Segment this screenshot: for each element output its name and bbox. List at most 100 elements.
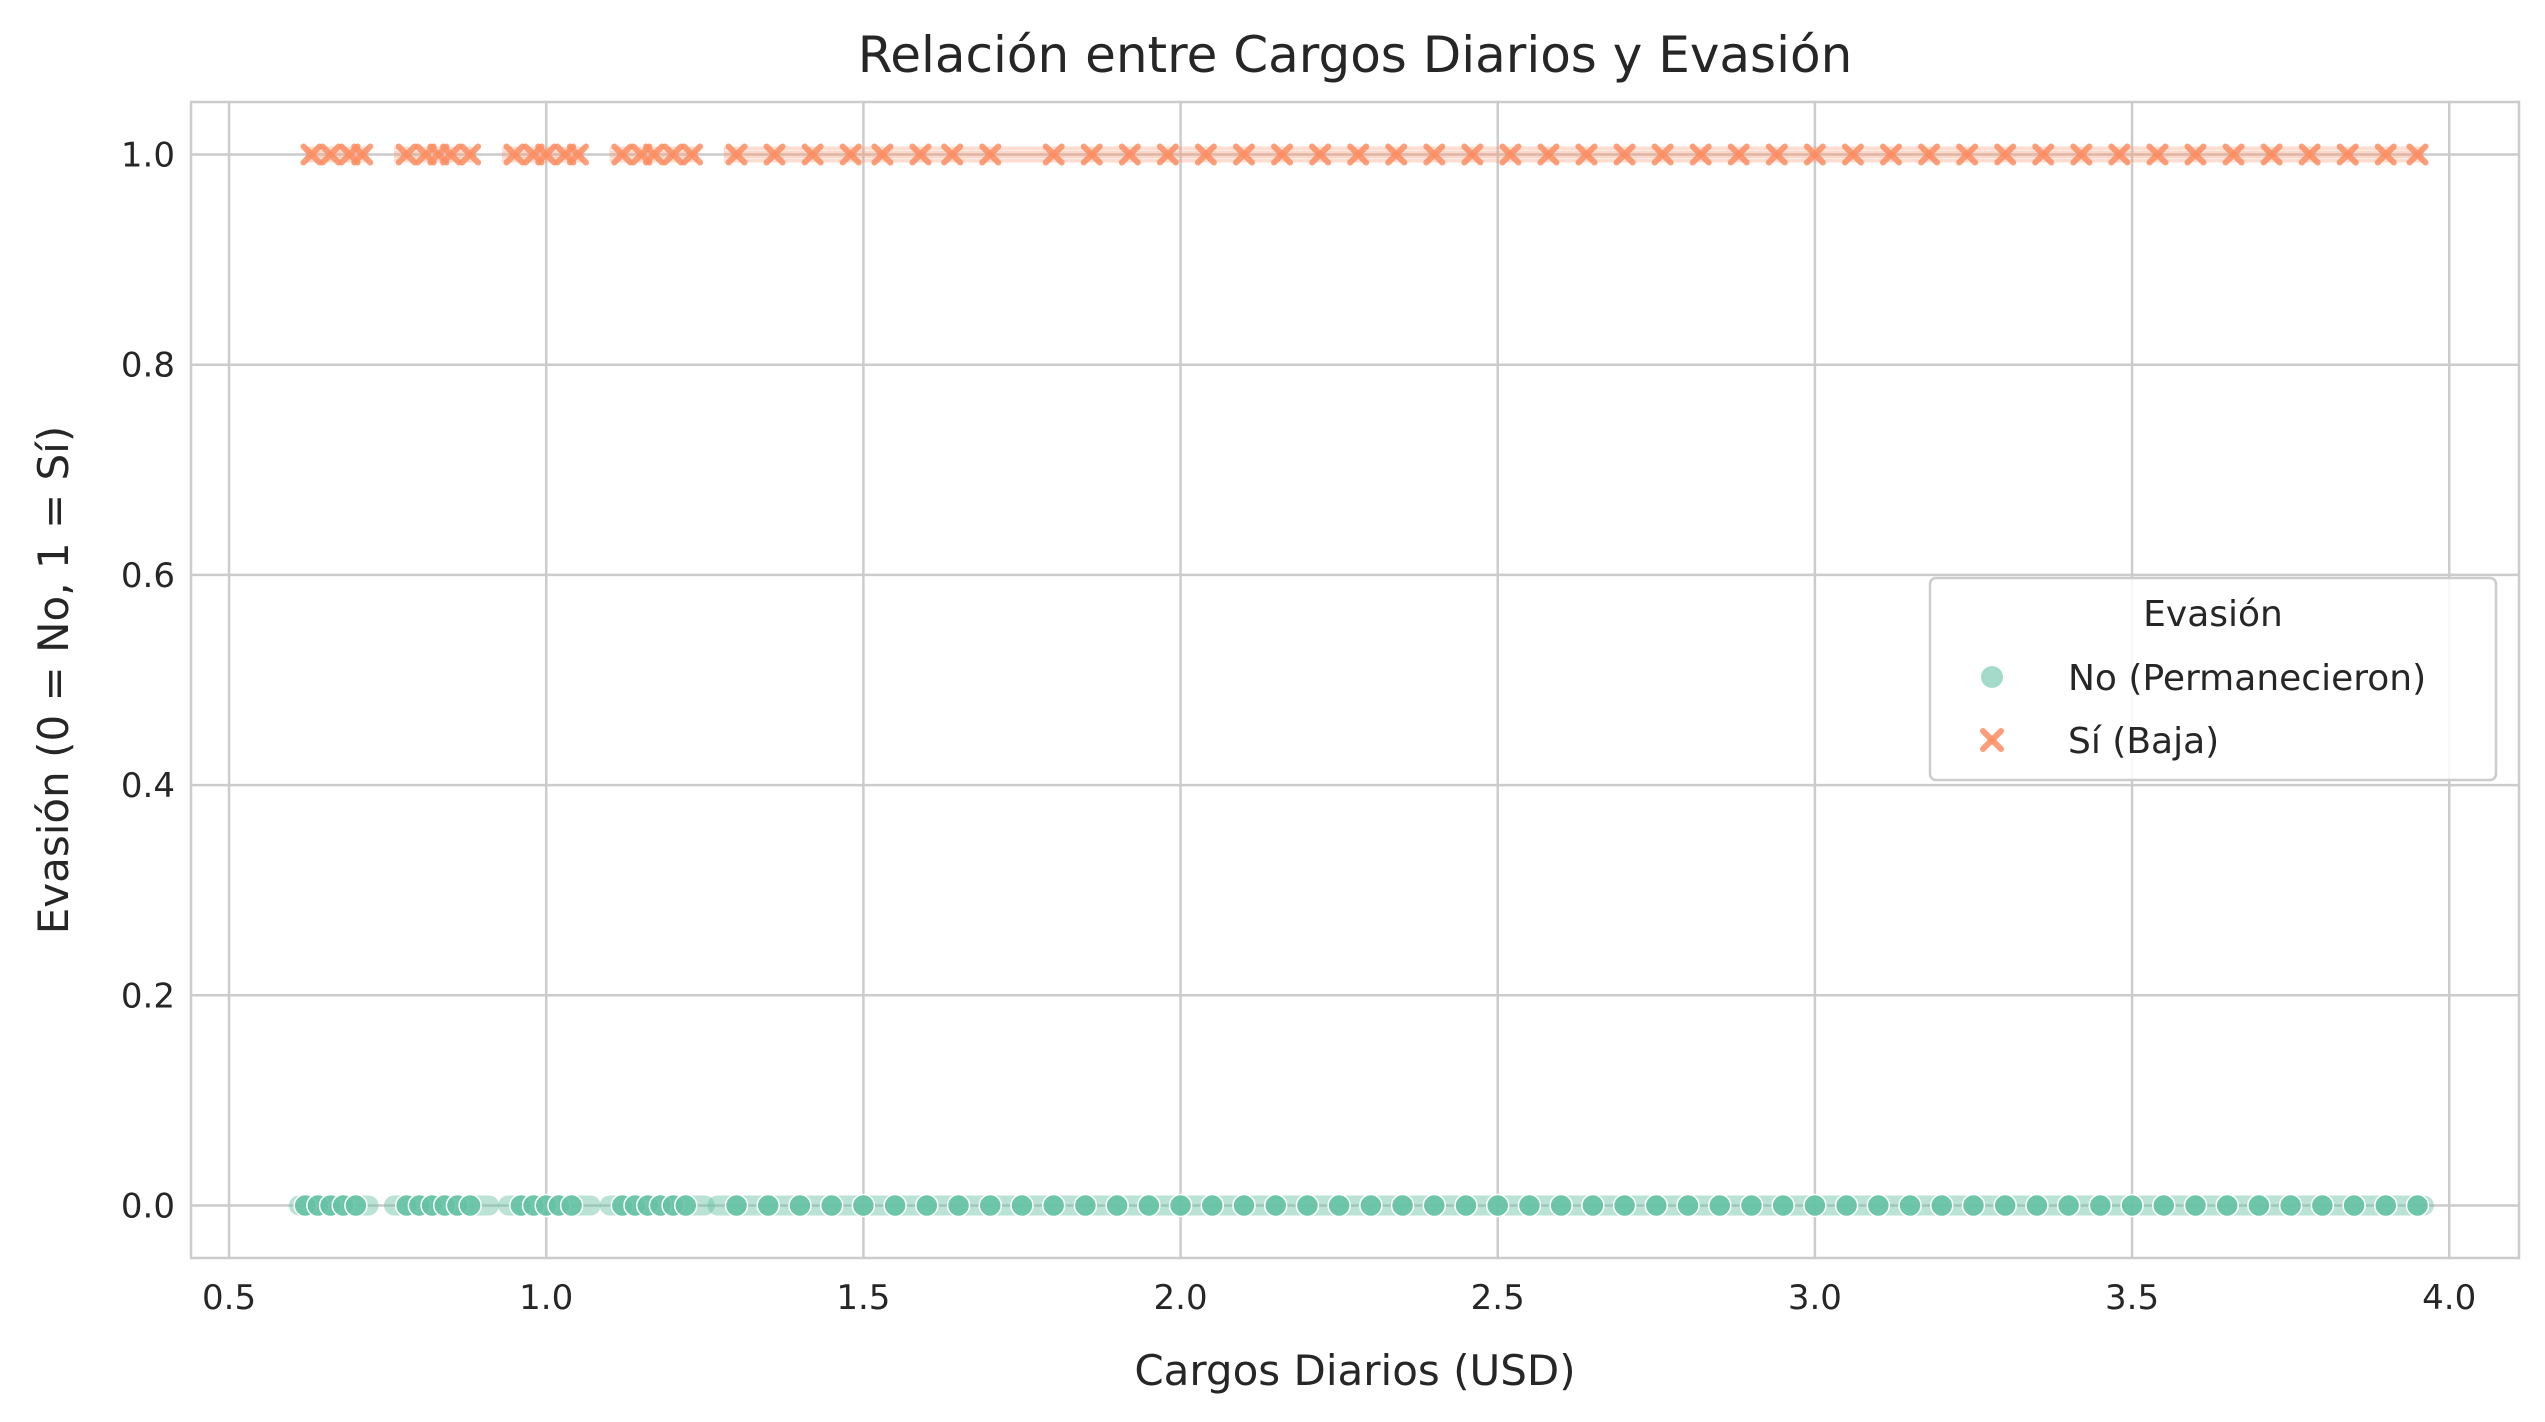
data-point [1880,143,1903,166]
data-point [1010,1193,1034,1218]
data-point [1739,1193,1764,1218]
data-point [1765,143,1788,166]
x-tick-label: 0.5 [202,1278,256,1318]
data-point [1834,1193,1859,1218]
data-point [1232,143,1255,166]
y-tick-label: 1.0 [121,136,175,176]
data-point [1956,143,1979,166]
data-point [1042,143,1065,166]
data-point [300,143,323,166]
data-point [440,143,463,166]
data-point [1918,143,1941,166]
legend-title: Evasión [2143,594,2283,635]
legend-label-no-permanecieron: No (Permanecieron) [2068,658,2426,699]
data-point [1612,1193,1637,1218]
data-point [1263,1193,1288,1218]
data-point [1644,1193,1669,1218]
x-axis-label: Cargos Diarios (USD) [1134,1346,1575,1395]
data-point [459,143,482,166]
data-point [1232,1193,1256,1218]
data-point [2342,1193,2366,1218]
data-point [1359,1193,1383,1218]
x-tick-labels: 0.5 1.0 1.5 2.0 2.5 3.0 3.5 4.0 [202,1278,2476,1318]
data-point [1517,1193,1542,1218]
data-point [2405,1193,2430,1218]
series-si-baja [300,143,2429,166]
data-point [1537,143,1560,166]
data-point [1454,1193,1478,1218]
x-tick-label: 1.0 [519,1278,573,1318]
legend-marker-x-icon [1980,728,2004,752]
data-point [801,143,824,166]
data-point [1499,143,1522,166]
data-point [1309,143,1332,166]
data-point [1041,1193,1066,1218]
data-point [2108,143,2131,166]
data-point [1168,1193,1193,1218]
data-point [2146,143,2169,166]
data-point [1385,143,1408,166]
data-point [871,143,894,166]
data-point [2032,143,2055,166]
data-point [611,143,634,166]
legend-box [1928,576,2498,782]
data-point [1080,143,1103,166]
y-tick-label: 0.0 [121,1186,175,1226]
data-point [458,1193,482,1218]
data-point [1651,143,1674,166]
data-point [724,1193,749,1218]
data-point [851,1193,876,1218]
data-point [643,143,666,166]
data-point [2298,143,2321,166]
data-point [1271,143,1294,166]
data-point [1422,1193,1447,1218]
data-point [2336,143,2359,166]
data-point [1727,143,1750,166]
x-tick-label: 4.0 [2422,1278,2476,1318]
data-point [395,143,418,166]
data-point [1841,143,1864,166]
data-point [1137,1193,1161,1218]
data-point [535,143,558,166]
data-point [2374,1193,2398,1218]
data-point [2406,143,2429,166]
y-tick-label: 0.4 [121,766,175,806]
data-point [1575,143,1598,166]
data-point [2247,1193,2271,1218]
data-point [674,1193,698,1218]
data-point [1930,1193,1954,1218]
x-tick-label: 2.0 [1154,1278,1208,1318]
x-tick-label: 2.5 [1471,1278,1525,1318]
data-point [2222,143,2245,166]
series-no-permanecieron [288,1193,2434,1218]
data-point [1461,143,1484,166]
data-point [1156,143,1179,166]
data-point [1613,143,1636,166]
data-point [559,1193,584,1218]
data-point [909,143,932,166]
data-point [946,1193,971,1218]
data-point [2088,1193,2113,1218]
data-point [2056,1193,2081,1218]
data-point [1993,1193,2017,1218]
data-point [1327,1193,1351,1218]
data-point [1118,143,1141,166]
data-point [344,1193,368,1218]
data-point [2310,1193,2335,1218]
data-point [763,143,786,166]
legend-label-si-baja: Sí (Baja) [2068,721,2219,762]
y-tick-labels: 0.0 0.2 0.4 0.6 0.8 1.0 [121,136,175,1227]
data-point [319,143,342,166]
data-point [1105,1193,1129,1218]
y-axis-label: Evasión (0 = No, 1 = Sí) [29,426,78,935]
data-point [1866,1193,1891,1218]
data-point [1347,143,1370,166]
data-point [2374,143,2397,166]
data-point [1549,1193,1573,1218]
data-point [2025,1193,2049,1218]
data-point [662,143,685,166]
chart-title: Relación entre Cargos Diarios y Evasión [858,26,1853,84]
data-point [2070,143,2093,166]
data-point [819,1193,844,1218]
